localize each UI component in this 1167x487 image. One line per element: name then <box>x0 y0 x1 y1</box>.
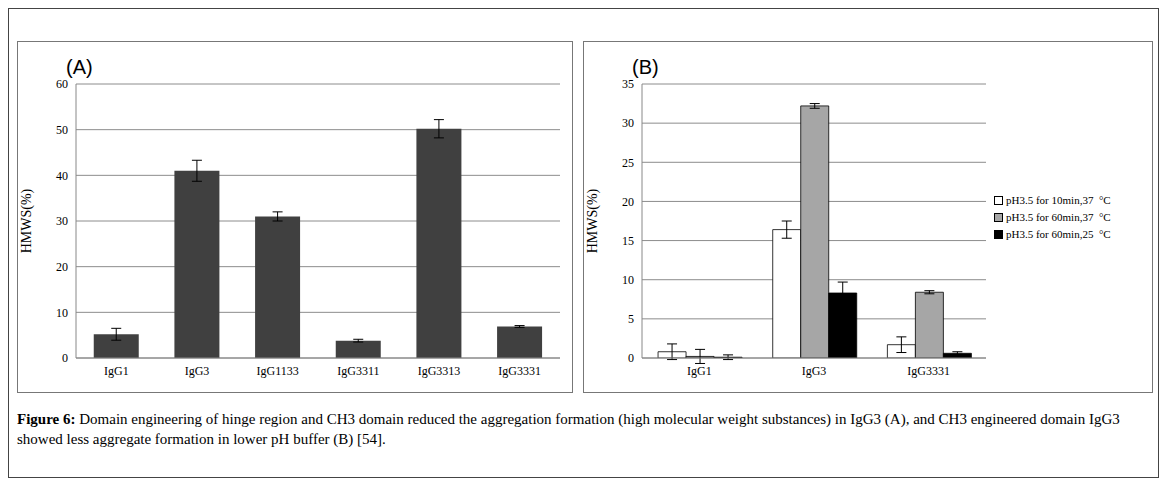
svg-text:IgG3331: IgG3331 <box>907 364 950 378</box>
svg-text:IgG1: IgG1 <box>687 364 712 378</box>
svg-text:60: 60 <box>56 77 68 91</box>
html-text:pH3.5 for 60min,25 °C: pH3.5 for 60min,25 °C <box>1006 227 1111 240</box>
svg-text:10: 10 <box>56 306 68 320</box>
svg-text:IgG1: IgG1 <box>104 364 129 378</box>
svg-text:IgG3313: IgG3313 <box>418 364 461 378</box>
svg-text:10: 10 <box>622 273 634 287</box>
svg-text:HMWS(%): HMWS(%) <box>19 188 35 253</box>
svg-text:35: 35 <box>622 77 634 91</box>
svg-text:30: 30 <box>622 116 634 130</box>
svg-text:IgG3: IgG3 <box>802 364 827 378</box>
svg-text:IgG3311: IgG3311 <box>337 364 379 378</box>
svg-text:50: 50 <box>56 123 68 137</box>
svg-text:0: 0 <box>62 351 68 365</box>
svg-text:5: 5 <box>628 312 634 326</box>
html-text:(B): (B) <box>632 56 659 78</box>
html-text:(A): (A) <box>66 56 93 78</box>
html-text:Figure 6: Domain engineering o: Figure 6: Domain engineering of hinge re… <box>17 411 1120 447</box>
svg-text:HMWS(%): HMWS(%) <box>585 188 601 253</box>
svg-text:15: 15 <box>622 234 634 248</box>
svg-text:IgG3331: IgG3331 <box>498 364 541 378</box>
svg-text:0: 0 <box>628 351 634 365</box>
html-text:pH3.5 for 10min,37 °C: pH3.5 for 10min,37 °C <box>1006 193 1111 206</box>
svg-text:30: 30 <box>56 214 68 228</box>
svg-text:20: 20 <box>622 195 634 209</box>
svg-text:25: 25 <box>622 156 634 170</box>
svg-text:40: 40 <box>56 169 68 183</box>
svg-text:IgG1133: IgG1133 <box>257 364 299 378</box>
svg-text:IgG3: IgG3 <box>185 364 210 378</box>
svg-text:20: 20 <box>56 260 68 274</box>
html-text:pH3.5 for 60min,37 °C: pH3.5 for 60min,37 °C <box>1006 210 1111 223</box>
